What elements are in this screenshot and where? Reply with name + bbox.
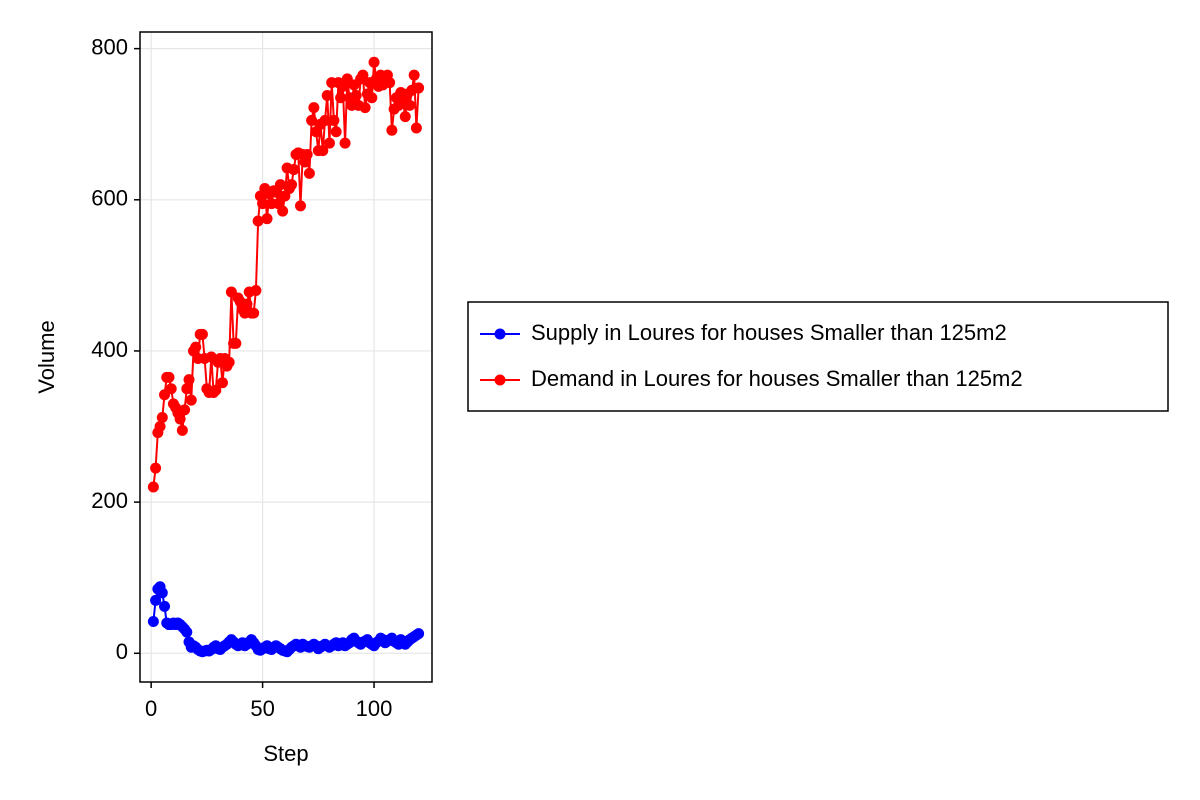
point bbox=[386, 124, 398, 136]
point bbox=[277, 205, 289, 217]
x-tick-label: 100 bbox=[356, 696, 393, 721]
point bbox=[154, 421, 166, 433]
point bbox=[321, 89, 333, 101]
point bbox=[288, 164, 300, 176]
point bbox=[317, 145, 329, 157]
data bbox=[147, 56, 425, 658]
y-tick-label: 200 bbox=[91, 488, 128, 513]
point bbox=[150, 462, 162, 474]
point bbox=[399, 111, 411, 123]
point bbox=[181, 383, 193, 395]
legend-marker bbox=[494, 374, 506, 386]
point bbox=[183, 374, 195, 386]
point bbox=[196, 328, 208, 340]
point bbox=[319, 114, 331, 126]
plot-frame bbox=[139, 31, 433, 683]
point bbox=[185, 394, 197, 406]
point bbox=[384, 77, 396, 89]
point bbox=[323, 137, 335, 149]
point bbox=[147, 616, 159, 628]
point bbox=[410, 122, 422, 134]
point bbox=[223, 356, 235, 368]
point bbox=[156, 411, 168, 423]
y-tick-label: 400 bbox=[91, 337, 128, 362]
point bbox=[156, 587, 168, 599]
point bbox=[350, 89, 362, 101]
point bbox=[330, 126, 342, 138]
point bbox=[181, 626, 193, 638]
point bbox=[404, 99, 416, 111]
y-tick-label: 600 bbox=[91, 186, 128, 211]
legend-label: Supply in Loures for houses Smaller than… bbox=[531, 320, 1007, 345]
y-tick-label: 800 bbox=[91, 34, 128, 59]
point bbox=[413, 628, 425, 640]
point bbox=[241, 298, 253, 310]
point bbox=[294, 200, 306, 212]
point bbox=[274, 179, 286, 191]
point bbox=[359, 102, 371, 114]
point bbox=[306, 114, 318, 126]
point bbox=[210, 384, 222, 396]
point bbox=[301, 148, 313, 160]
series-line bbox=[152, 62, 420, 488]
legend bbox=[467, 301, 1169, 412]
point bbox=[176, 424, 188, 436]
point bbox=[368, 56, 380, 68]
point bbox=[257, 198, 269, 210]
x-tick-label: 0 bbox=[145, 696, 157, 721]
point bbox=[366, 92, 378, 104]
point bbox=[408, 69, 420, 81]
legend-marker bbox=[494, 328, 506, 340]
point bbox=[248, 307, 260, 319]
point bbox=[163, 371, 175, 383]
point bbox=[230, 337, 242, 349]
point bbox=[413, 82, 425, 94]
point bbox=[308, 102, 320, 114]
y-tick-label: 0 bbox=[116, 639, 128, 664]
x-axis-label: Step bbox=[263, 741, 308, 766]
point bbox=[328, 114, 340, 126]
point bbox=[165, 383, 177, 395]
point bbox=[261, 213, 273, 225]
point bbox=[159, 600, 171, 612]
point bbox=[252, 215, 264, 227]
point bbox=[335, 92, 347, 104]
point bbox=[179, 404, 191, 416]
point bbox=[339, 137, 351, 149]
point bbox=[147, 481, 159, 493]
point bbox=[174, 413, 186, 425]
point bbox=[303, 167, 315, 179]
point bbox=[250, 284, 262, 296]
point bbox=[150, 594, 162, 606]
point bbox=[216, 377, 228, 389]
point bbox=[190, 341, 202, 353]
y-axis-label: Volume bbox=[34, 320, 59, 393]
point bbox=[357, 69, 369, 81]
legend-label: Demand in Loures for houses Smaller than… bbox=[531, 366, 1023, 391]
point bbox=[286, 179, 298, 191]
x-tick-label: 50 bbox=[250, 696, 274, 721]
